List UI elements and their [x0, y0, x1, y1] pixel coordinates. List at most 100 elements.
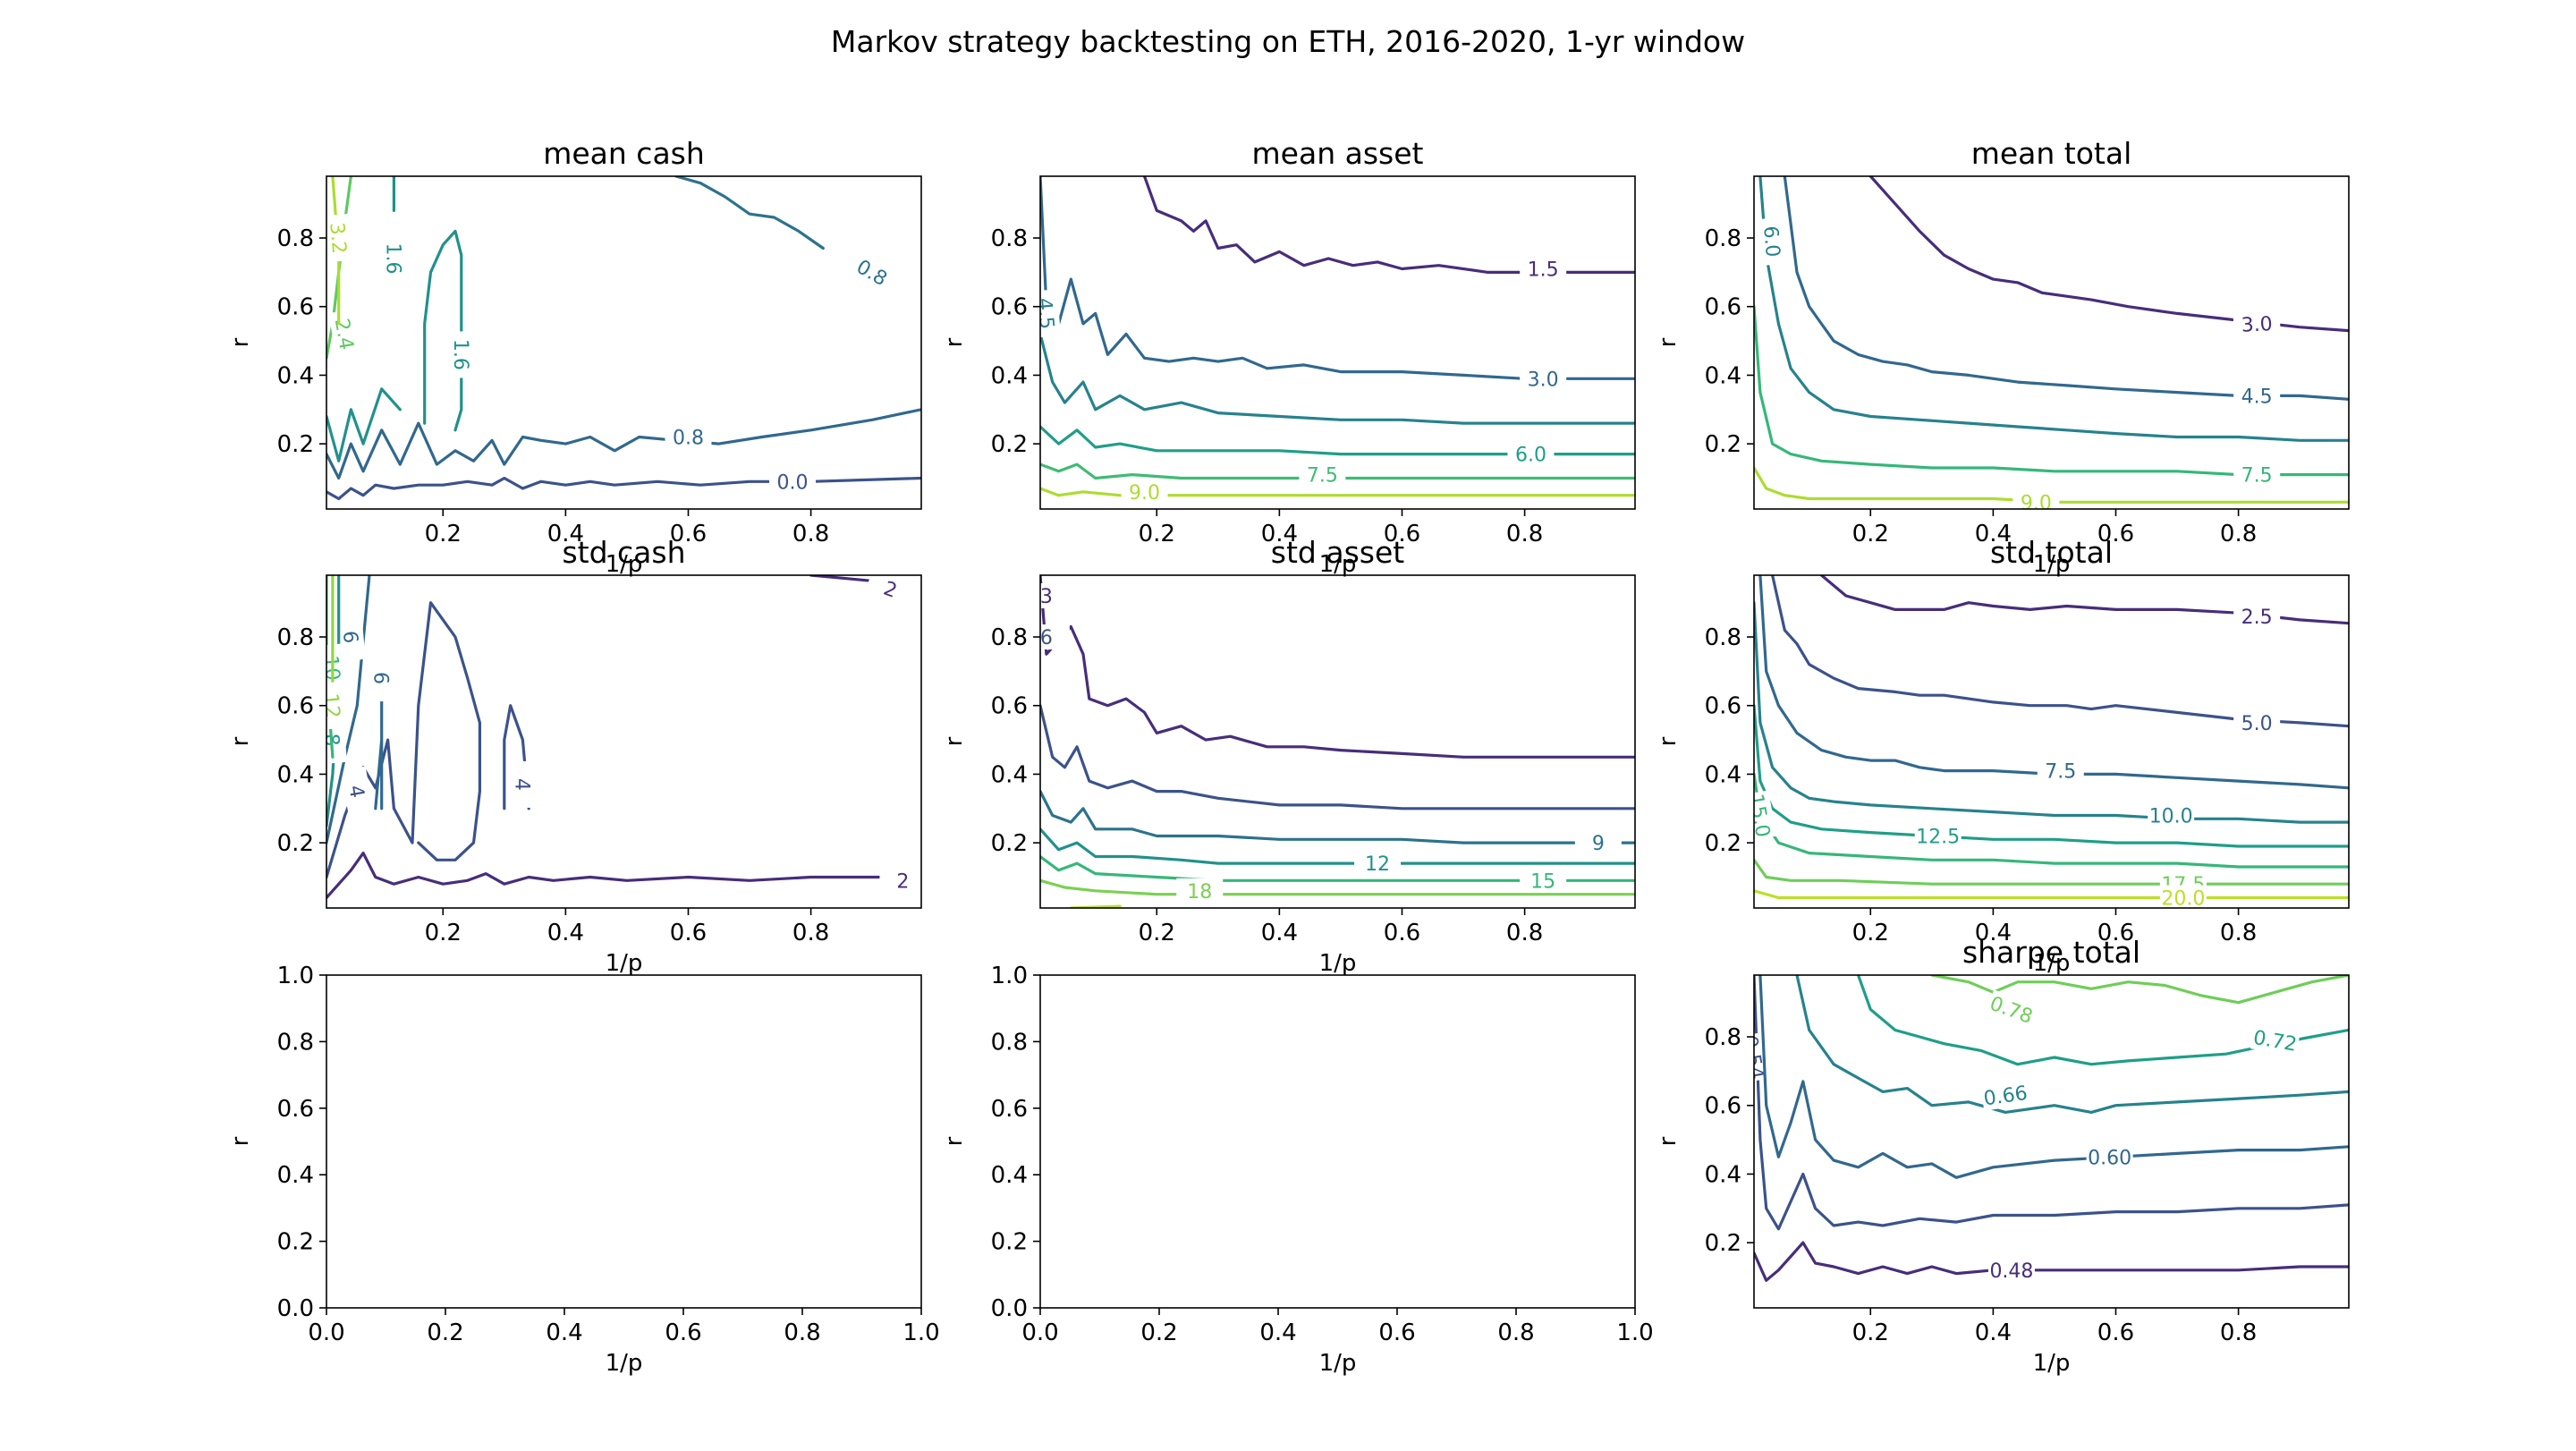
- y-tick-label: 0.6: [277, 693, 314, 720]
- contour-line: [423, 229, 463, 432]
- contour-label-bg: [328, 309, 361, 360]
- contour-label-bg: [1758, 216, 1787, 266]
- contour-label: 20.0: [2161, 887, 2205, 910]
- x-axis-label: 1/p: [2033, 950, 2071, 977]
- contour-label: 10: [319, 655, 343, 682]
- y-tick-label: 0.2: [277, 830, 314, 857]
- x-axis-label: 1/p: [1319, 551, 1357, 578]
- contour-label-bg: [1176, 878, 1224, 904]
- y-tick-label: 0.4: [991, 1162, 1028, 1189]
- x-tick-label: 0.4: [1259, 1319, 1296, 1346]
- contour-label-bg: [1520, 868, 1567, 894]
- contour-label-bg: [2233, 709, 2281, 735]
- y-tick-label: 0.0: [277, 1295, 314, 1322]
- contour-label-bg: [381, 235, 407, 283]
- x-axis-label: 1/p: [2033, 551, 2071, 578]
- y-tick-label: 0.2: [1705, 830, 1741, 857]
- axes-frame: [326, 175, 922, 510]
- x-axis-label: 1/p: [2033, 1350, 2071, 1377]
- contour-line: [1754, 466, 2349, 504]
- contour-lines: 0.00.80.81.61.62.43.2: [326, 176, 921, 501]
- contour-label: 6.0: [1758, 225, 1784, 258]
- y-tick-label: 0.2: [277, 431, 314, 458]
- contour-line: [326, 852, 886, 900]
- axes-frame: [326, 974, 922, 1309]
- x-tick-label: 0.8: [784, 1319, 820, 1346]
- x-tick-label: 0.2: [1852, 521, 1889, 547]
- y-tick-label: 0.4: [1705, 761, 1741, 788]
- panel-title: std total: [1990, 535, 2113, 570]
- contour-label-bg: [1040, 624, 1070, 650]
- x-tick-label: 0.6: [665, 1319, 701, 1346]
- panel-title: std asset: [1271, 535, 1404, 570]
- y-tick-label: 0.4: [1705, 1161, 1741, 1188]
- contour-line: [1758, 176, 2349, 442]
- y-tick-label: 0.6: [1705, 294, 1741, 321]
- x-axis-label: 1/p: [606, 950, 643, 977]
- contour-label-bg: [326, 213, 353, 263]
- x-tick-label: 0.2: [1139, 920, 1175, 946]
- contour-label: 0.48: [1989, 1260, 2033, 1283]
- y-tick-label: 0.8: [1705, 1024, 1741, 1051]
- contour-label: 6: [1040, 627, 1053, 649]
- contour-label-bg: [1354, 851, 1402, 877]
- contour-label: 15.0: [1744, 792, 1774, 839]
- x-tick-label: 0.4: [1975, 521, 2012, 547]
- contour-line: [1142, 176, 1635, 274]
- contour-label: 6: [369, 672, 392, 684]
- contour-label-bg: [2012, 489, 2060, 509]
- x-tick-label: 0.6: [670, 920, 707, 946]
- y-tick-label: 1.0: [991, 963, 1028, 989]
- contour-label: 0.8: [673, 427, 704, 449]
- contour-label-bg: [665, 424, 712, 450]
- contour-label-bg: [1520, 256, 1567, 282]
- contour-line: [1754, 704, 2349, 848]
- contour-label-bg: [2086, 1144, 2133, 1170]
- x-tick-label: 0.8: [792, 521, 829, 547]
- contour-label-bg: [1507, 441, 1555, 467]
- y-axis-label: r: [227, 337, 254, 347]
- contour-label-bg: [1299, 462, 1346, 488]
- contour-label: 1.5: [1528, 259, 1559, 282]
- x-tick-label: 0.8: [1497, 1319, 1534, 1346]
- contour-label: 2.5: [2241, 607, 2273, 629]
- x-tick-label: 0.2: [425, 521, 462, 547]
- y-tick-label: 0.4: [1705, 362, 1741, 389]
- contour-line: [1758, 975, 2349, 1179]
- x-tick-label: 0.0: [1021, 1319, 1058, 1346]
- contour-line: [1819, 575, 2349, 625]
- x-tick-label: 1.0: [1616, 1319, 1653, 1346]
- contour-line: [1040, 487, 1635, 497]
- contour-label: 9.0: [2021, 492, 2052, 514]
- contour-line: [1754, 601, 2349, 824]
- x-tick-label: 0.0: [308, 1319, 344, 1346]
- contour-label-bg: [2233, 604, 2281, 630]
- y-tick-label: 0.8: [1705, 225, 1741, 252]
- y-axis-label: r: [227, 1136, 254, 1146]
- y-tick-label: 0.4: [277, 362, 314, 389]
- contour-label-bg: [1985, 989, 2038, 1030]
- contour-label-bg: [326, 681, 348, 730]
- axes-frame: [1039, 175, 1636, 510]
- contour-line: [1754, 1241, 2349, 1282]
- contour-label: 4.5: [2241, 386, 2273, 408]
- x-axis-label: 1/p: [606, 551, 643, 578]
- contour-label-bg: [448, 331, 474, 378]
- contour-label: 3.0: [1528, 369, 1559, 391]
- contour-line: [1771, 575, 2349, 728]
- x-tick-label: 0.6: [2097, 521, 2134, 547]
- contour-label-bg: [2233, 462, 2281, 488]
- contour-label-bg: [336, 612, 366, 662]
- contour-line: [1754, 305, 2349, 477]
- y-tick-label: 0.8: [991, 1029, 1028, 1056]
- contour-label: 10.0: [2149, 805, 2193, 827]
- contour-label: 7.5: [2045, 761, 2076, 784]
- contour-line: [1040, 854, 1635, 882]
- contour-label: 18: [1187, 881, 1212, 904]
- contour-lines: 2.55.07.510.012.515.017.520.0: [1744, 575, 2349, 910]
- x-tick-label: 0.2: [427, 1319, 463, 1346]
- contour-line: [1040, 704, 1635, 810]
- y-tick-label: 0.4: [991, 362, 1028, 389]
- axes-frame: [1753, 974, 2350, 1309]
- x-tick-label: 0.6: [670, 521, 707, 547]
